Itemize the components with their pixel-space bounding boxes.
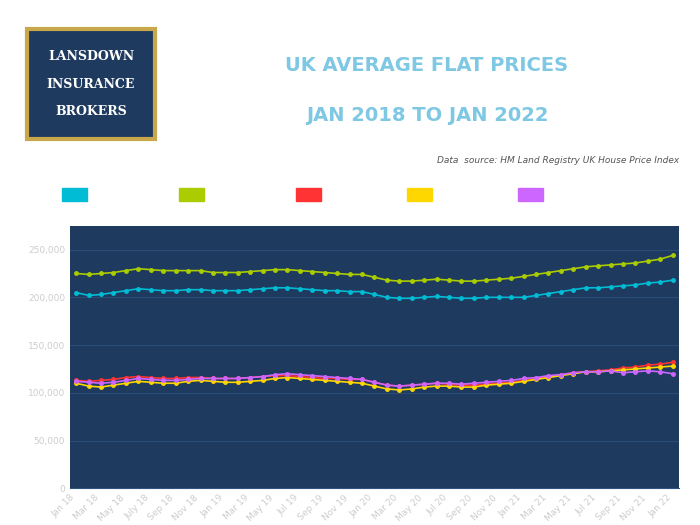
Text: ENGLAND: ENGLAND [211, 190, 272, 200]
Text: UK: UK [94, 190, 112, 200]
FancyBboxPatch shape [27, 28, 155, 140]
Text: WALES: WALES [328, 190, 371, 200]
Text: INSURANCE: INSURANCE [47, 78, 135, 90]
Text: N.IRELAND: N.IRELAND [550, 190, 618, 200]
Bar [407, 188, 432, 201]
Bar [518, 188, 542, 201]
Text: LANSDOWN: LANSDOWN [48, 50, 134, 63]
Bar [179, 188, 204, 201]
Bar [62, 188, 87, 201]
Text: Data  source: HM Land Registry UK House Price Index: Data source: HM Land Registry UK House P… [437, 155, 679, 165]
Text: JAN 2018 TO JAN 2022: JAN 2018 TO JAN 2022 [306, 106, 548, 125]
Text: UK AVERAGE FLAT PRICES: UK AVERAGE FLAT PRICES [286, 56, 568, 75]
Bar [296, 188, 321, 201]
Text: SCOTLAND: SCOTLAND [439, 190, 507, 200]
Text: BROKERS: BROKERS [55, 105, 127, 118]
